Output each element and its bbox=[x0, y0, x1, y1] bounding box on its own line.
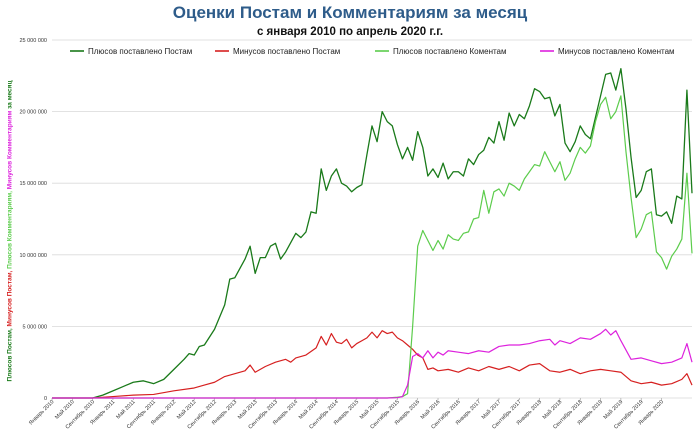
legend-label-3: Плюсов поставлено Коментам bbox=[393, 47, 507, 56]
y-tick-label: 20 000 000 bbox=[19, 110, 47, 116]
chart-subtitle: с января 2010 по апрель 2020 г.г. bbox=[256, 26, 444, 38]
y-tick-label: 5 000 000 bbox=[23, 324, 47, 330]
y-tick-label: 25 000 000 bbox=[19, 38, 47, 44]
legend-label-2: Минусов поставлено Постам bbox=[233, 47, 340, 56]
series-line-3 bbox=[52, 95, 693, 399]
y-tick-label: 10 000 000 bbox=[19, 253, 47, 259]
y-tick-label: 15 000 000 bbox=[19, 181, 47, 187]
legend-label-1: Плюсов поставлено Постам bbox=[88, 47, 192, 56]
series-line-2 bbox=[52, 330, 693, 399]
chart-title: Оценки Постам и Комментариям за месяц bbox=[172, 3, 528, 22]
series-line-4 bbox=[52, 328, 693, 399]
x-tick-label: Январь 2010 bbox=[28, 399, 55, 426]
legend-label-4: Минусов поставлено Коментам bbox=[558, 47, 675, 56]
y-tick-label: 0 bbox=[44, 396, 47, 402]
series-line-1 bbox=[52, 67, 693, 399]
